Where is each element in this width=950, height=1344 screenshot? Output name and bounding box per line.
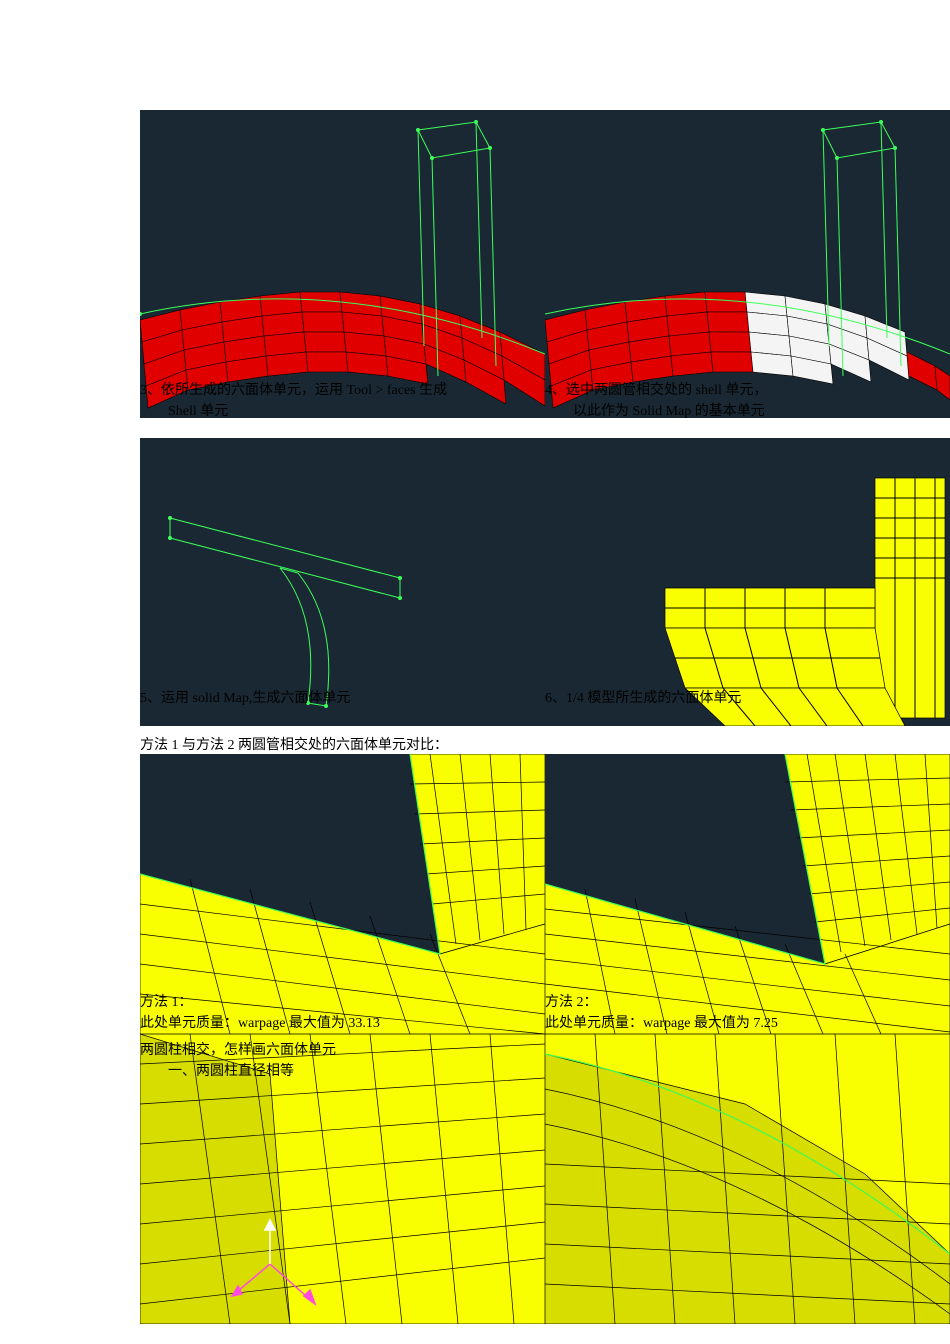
method2-quality: 此处单元质量：warpage 最大值为 7.25 [545,1016,778,1031]
footer-sub: 一、两圆柱直径相等 [140,1064,294,1079]
row-1: 3、依所生成的六面体单元，运用 Tool > faces 生成 Shell 单元 [140,110,950,418]
row-2: 5、运用 solid Map,生成六面体单元 [140,438,950,726]
selected-shell-mesh [745,292,909,384]
document-page: 3、依所生成的六面体单元，运用 Tool > faces 生成 Shell 单元 [140,110,950,1324]
panel-step4: 4、选中两圆管相交处的 shell 单元， 以此作为 Solid Map 的基本… [545,110,950,418]
method2-label: 方法 2： [545,995,598,1010]
compare-heading: 方法 1 与方法 2 两圆管相交处的六面体单元对比： [140,734,950,754]
footer-title: 两圆柱相交，怎样画六面体单元 [140,1043,336,1058]
panel-footer-right [545,1034,950,1324]
caption-method2: 方法 2： 此处单元质量：warpage 最大值为 7.25 [545,992,778,1034]
caption-step3: 3、依所生成的六面体单元，运用 Tool > faces 生成 Shell 单元 [140,380,447,422]
panel-step6: 6、1/4 模型所生成的六面体单元 [545,438,950,726]
viewport-step4 [545,110,950,418]
method1-label: 方法 1： [140,995,193,1010]
viewport-step5 [140,438,545,726]
caption-step3-line1: 3、依所生成的六面体单元，运用 Tool > faces 生成 [140,383,447,398]
caption-step5: 5、运用 solid Map,生成六面体单元 [140,688,350,709]
caption-step6: 6、1/4 模型所生成的六面体单元 [545,688,741,709]
panel-step3: 3、依所生成的六面体单元，运用 Tool > faces 生成 Shell 单元 [140,110,545,418]
render-step3 [140,110,545,418]
caption-step5-text: 5、运用 solid Map,生成六面体单元 [140,691,350,706]
method1-quality: 此处单元质量：warpage 最大值为 33.13 [140,1016,380,1031]
viewport-footer-right [545,1034,950,1324]
footer-title-block: 两圆柱相交，怎样画六面体单元 一、两圆柱直径相等 [140,1040,336,1082]
caption-step3-line2: Shell 单元 [140,404,228,419]
viewport-step3 [140,110,545,418]
caption-step4-line1: 4、选中两圆管相交处的 shell 单元， [545,383,767,398]
green-wire-arc [170,518,400,706]
panel-method2: 方法 2： 此处单元质量：warpage 最大值为 7.25 [545,754,950,1034]
render-step4 [545,110,950,418]
panel-method1: 方法 1： 此处单元质量：warpage 最大值为 33.13 [140,754,545,1034]
caption-step4: 4、选中两圆管相交处的 shell 单元， 以此作为 Solid Map 的基本… [545,380,767,422]
viewport-step6 [545,438,950,726]
render-step5 [140,438,545,726]
caption-method1: 方法 1： 此处单元质量：warpage 最大值为 33.13 [140,992,380,1034]
caption-step6-text: 6、1/4 模型所生成的六面体单元 [545,691,741,706]
render-footer-right [545,1034,950,1324]
row-3: 方法 1： 此处单元质量：warpage 最大值为 33.13 [140,754,950,1034]
panel-footer-left: 两圆柱相交，怎样画六面体单元 一、两圆柱直径相等 [140,1034,545,1324]
panel-step5: 5、运用 solid Map,生成六面体单元 [140,438,545,726]
row-4: 两圆柱相交，怎样画六面体单元 一、两圆柱直径相等 [140,1034,950,1324]
render-step6 [545,438,950,726]
caption-step4-line2: 以此作为 Solid Map 的基本单元 [545,404,765,419]
